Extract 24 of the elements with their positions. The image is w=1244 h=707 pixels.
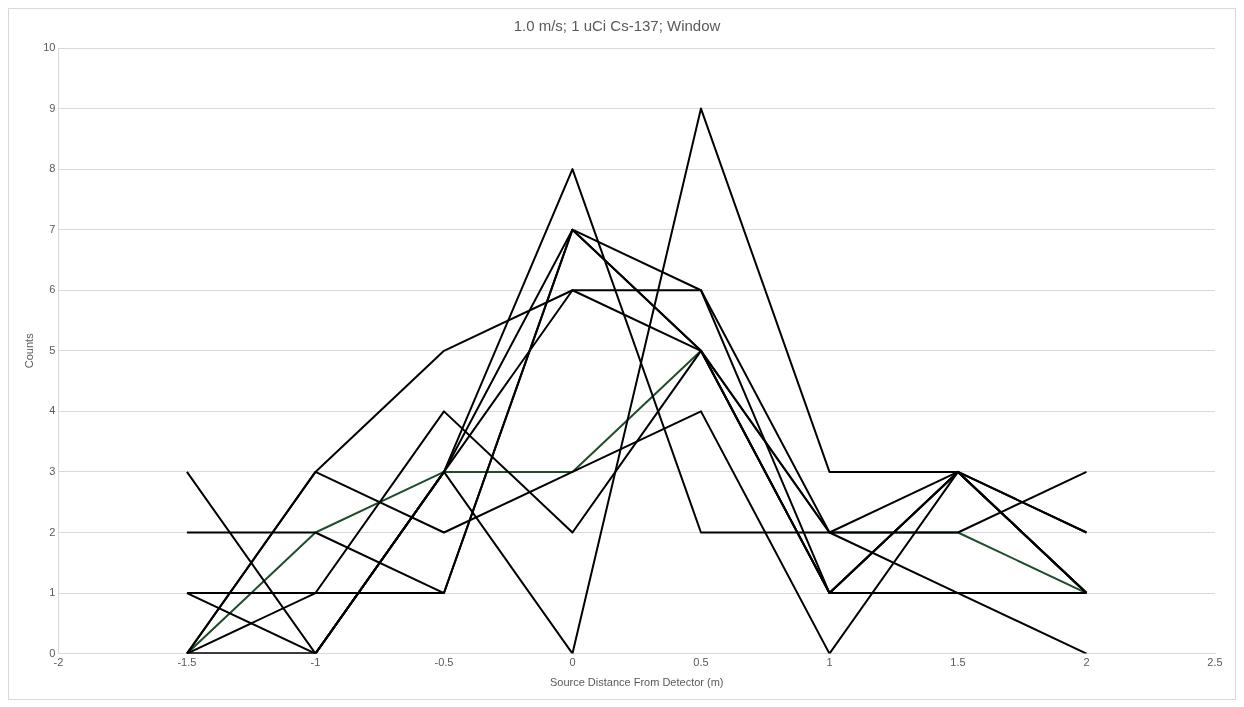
y-tick-label: 9: [49, 101, 56, 114]
y-tick-label: 6: [49, 283, 56, 296]
chart-title: 1.0 m/s; 1 uCi Cs-137; Window: [513, 17, 721, 35]
y-tick-label: 5: [49, 343, 56, 356]
y-tick-label: 7: [49, 222, 56, 235]
y-axis-title: Counts: [22, 332, 35, 369]
x-tick-label: 0.5: [693, 656, 709, 669]
y-tick-label: 2: [49, 525, 56, 538]
x-tick-label: 1: [826, 656, 833, 669]
y-tick-label: 8: [49, 162, 56, 175]
x-tick-label: -1.5: [177, 656, 197, 669]
y-tick-label: 1: [49, 586, 56, 599]
x-tick-label: 2: [1083, 656, 1090, 669]
y-tick-label: 0: [49, 646, 56, 659]
x-tick-label: -1: [310, 656, 321, 669]
x-tick-label: 0: [569, 656, 576, 669]
y-tick-label: 4: [49, 404, 56, 417]
x-tick-label: 2.5: [1207, 656, 1223, 669]
x-tick-label: -2: [53, 656, 64, 669]
x-tick-label: -0.5: [434, 656, 454, 669]
y-tick-label: 3: [49, 464, 56, 477]
x-axis-title: Source Distance From Detector (m): [549, 676, 724, 689]
x-tick-label: 1.5: [950, 656, 966, 669]
y-tick-label: 10: [43, 41, 56, 54]
